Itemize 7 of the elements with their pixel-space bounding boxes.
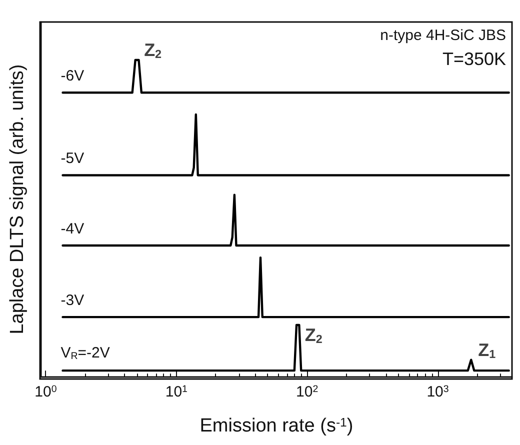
series-label: -3V (60, 292, 84, 310)
series-label: -4V (60, 220, 84, 238)
annotation: T=350K (442, 49, 506, 69)
y-axis-title: Laplace DLTS signal (arb. units) (7, 64, 28, 334)
text: n-type 4H-SiC JBS (380, 27, 506, 44)
series-label: -5V (60, 150, 84, 168)
series-label: -6V (60, 68, 84, 85)
